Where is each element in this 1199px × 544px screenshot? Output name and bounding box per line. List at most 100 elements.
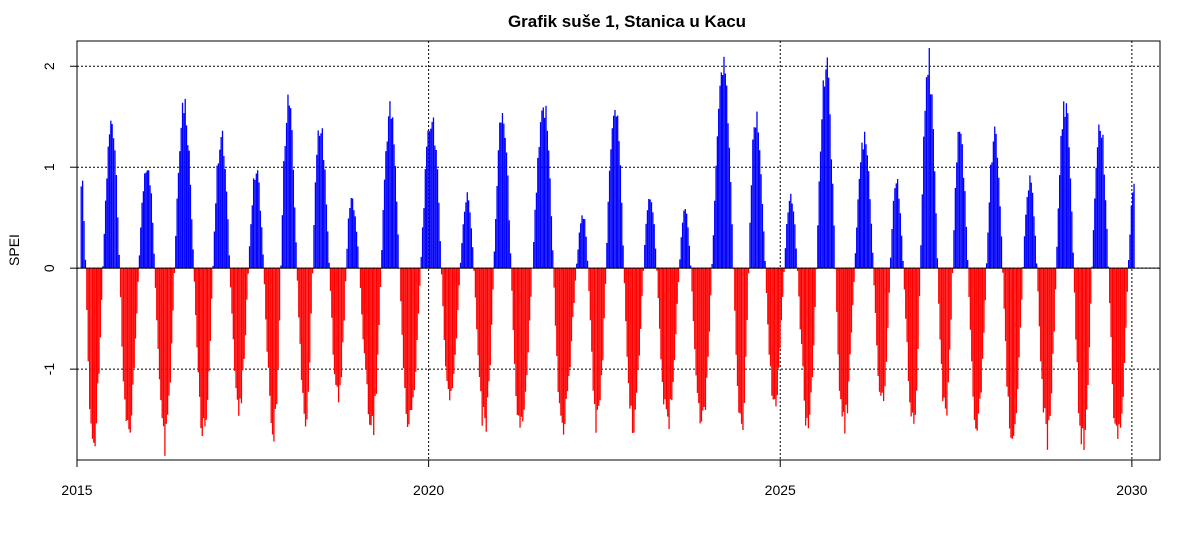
data-bar <box>478 268 481 378</box>
data-bar <box>591 268 593 352</box>
data-bar <box>385 151 387 269</box>
data-bar <box>402 268 405 369</box>
data-bar <box>934 171 936 269</box>
data-bar <box>994 126 996 269</box>
data-bar <box>775 268 777 407</box>
data-bar <box>1076 268 1078 363</box>
data-bar <box>572 268 574 318</box>
data-bar <box>1072 252 1074 269</box>
data-bar <box>903 268 906 290</box>
data-bar <box>349 207 351 269</box>
data-bar <box>715 165 717 269</box>
data-bar <box>558 268 561 404</box>
data-bar <box>887 268 889 329</box>
data-bar <box>288 105 290 269</box>
data-bar <box>265 268 267 320</box>
data-bar <box>581 215 583 269</box>
data-bar <box>823 86 826 269</box>
data-bar <box>259 210 262 269</box>
data-bar <box>784 248 787 269</box>
data-bar <box>515 268 517 396</box>
data-bar <box>508 220 510 269</box>
data-bar <box>552 250 554 269</box>
data-bar <box>825 69 827 269</box>
data-bar <box>354 216 356 269</box>
data-bar <box>995 133 997 269</box>
data-bar <box>1008 268 1011 429</box>
data-bar <box>971 268 973 362</box>
data-bar <box>634 268 636 410</box>
data-bar <box>1013 268 1015 436</box>
data-bar <box>614 109 616 269</box>
data-bar <box>350 198 352 269</box>
data-bar <box>814 268 816 308</box>
data-bar <box>863 131 866 269</box>
data-bar <box>235 268 237 389</box>
data-bar <box>1034 235 1036 269</box>
data-bar <box>894 188 896 269</box>
data-bar <box>627 268 630 384</box>
data-bar <box>361 268 363 315</box>
data-bar <box>169 268 171 383</box>
data-bar <box>492 268 494 290</box>
data-bar <box>397 234 399 269</box>
data-bar <box>1126 268 1128 292</box>
data-bar <box>1052 268 1054 354</box>
data-bar <box>1103 174 1105 269</box>
data-bar <box>672 268 674 382</box>
data-bar <box>280 265 282 269</box>
data-bar <box>530 268 532 297</box>
data-bar <box>779 268 781 349</box>
x-tick-label-2: 2025 <box>765 482 796 498</box>
data-bar <box>606 242 608 269</box>
data-bar <box>212 265 214 269</box>
data-bar <box>453 268 455 374</box>
data-bar <box>602 268 604 361</box>
data-bar <box>724 73 726 269</box>
data-bar <box>623 268 626 284</box>
y-tick-label-3: 2 <box>41 62 57 70</box>
data-bar <box>826 57 828 269</box>
data-bar <box>776 268 778 396</box>
data-bar <box>599 268 601 401</box>
data-bar <box>93 268 95 443</box>
data-bar <box>671 268 673 401</box>
data-bar <box>1092 230 1095 269</box>
data-bar <box>1087 268 1089 385</box>
data-bar <box>1000 236 1003 269</box>
data-bar <box>405 268 407 414</box>
data-bar <box>247 268 249 274</box>
data-bar <box>250 224 252 269</box>
data-bar <box>635 268 638 393</box>
data-bar <box>104 200 107 269</box>
data-bar <box>266 268 268 352</box>
data-bar <box>561 268 563 423</box>
data-bar <box>740 268 743 424</box>
data-bar <box>637 268 639 370</box>
data-bar <box>695 268 697 376</box>
data-bar <box>386 141 388 269</box>
data-bar <box>905 268 907 319</box>
data-bar <box>185 125 188 269</box>
data-bar <box>852 268 854 306</box>
data-bar <box>661 268 663 382</box>
data-bar <box>160 268 162 401</box>
data-bar <box>294 207 296 269</box>
data-bar <box>694 268 696 350</box>
data-bar <box>1123 268 1126 363</box>
data-bar <box>1018 268 1020 358</box>
data-bar <box>95 268 98 424</box>
data-bar <box>813 268 815 346</box>
data-bar <box>535 192 538 269</box>
data-bar <box>519 268 521 428</box>
data-bar <box>648 198 650 269</box>
data-bar <box>321 128 323 269</box>
data-bar <box>447 268 450 390</box>
data-bar <box>865 144 867 269</box>
data-bar <box>973 268 976 420</box>
data-bar <box>296 268 299 281</box>
data-bar <box>1046 268 1049 450</box>
y-axis-label: SPEI <box>6 234 22 266</box>
data-bar <box>850 268 853 333</box>
data-bar <box>180 127 182 269</box>
